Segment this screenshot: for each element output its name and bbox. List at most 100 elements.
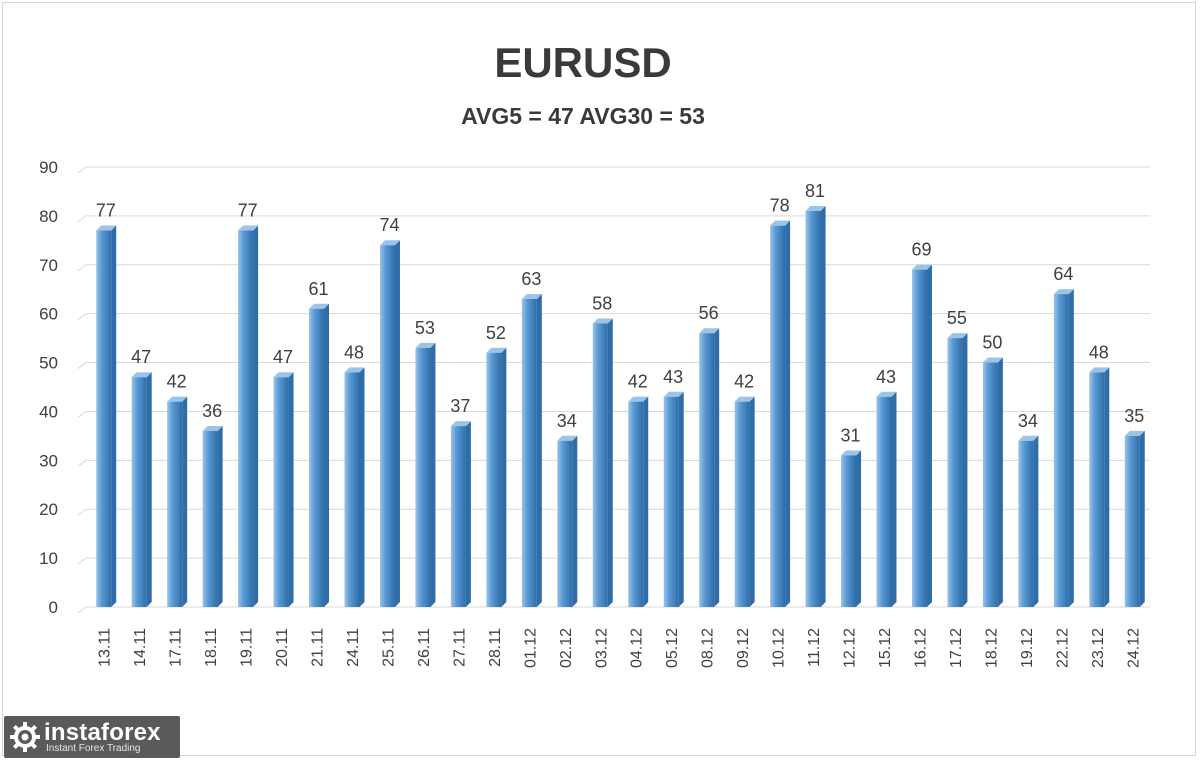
bar	[557, 435, 578, 607]
bar-side	[926, 264, 932, 607]
bar-side	[643, 396, 649, 607]
bar	[734, 396, 755, 607]
gridline-depth	[77, 313, 87, 321]
x-tick-label: 22.12	[1054, 628, 1071, 668]
bar-front	[238, 230, 254, 608]
bar-top	[592, 318, 613, 324]
y-tick-label: 70	[39, 256, 58, 275]
bar-front	[982, 362, 998, 607]
gridline-depth	[77, 362, 87, 369]
bar-side	[962, 333, 968, 607]
data-label: 77	[238, 201, 258, 221]
x-tick-label: 11.12	[806, 628, 823, 667]
bar-top	[699, 328, 720, 334]
bar-side	[714, 328, 720, 607]
y-tick-label: 60	[39, 305, 58, 324]
bar-side	[1068, 289, 1074, 607]
bar	[628, 396, 649, 607]
x-tick-label: 13.11	[97, 628, 114, 667]
bar-front	[557, 440, 573, 607]
bar-side	[182, 396, 188, 607]
bar-side	[1139, 430, 1145, 607]
bar	[841, 450, 862, 607]
bars	[96, 206, 1145, 608]
x-tick-label: 17.11	[168, 628, 185, 667]
chart-subtitle: AVG5 = 47 AVG30 = 53	[461, 103, 705, 129]
bar-top	[876, 391, 897, 397]
bar	[947, 333, 968, 607]
bar-front	[131, 377, 147, 607]
bar-front	[202, 431, 218, 607]
bar-top	[486, 347, 507, 353]
gridline-depth	[77, 459, 87, 467]
bar	[911, 264, 932, 607]
bar-top	[805, 206, 826, 211]
x-tick-label: 04.12	[629, 628, 646, 668]
bar-front	[167, 401, 183, 607]
bar-top	[1053, 289, 1074, 295]
bar-side	[146, 372, 152, 607]
y-tick-label: 80	[39, 207, 58, 226]
data-label: 42	[628, 372, 648, 392]
bar-front	[1089, 372, 1105, 607]
bar-side	[536, 294, 542, 607]
x-tick-label: 24.12	[1125, 628, 1142, 668]
data-label: 42	[167, 372, 187, 392]
bar-top	[344, 367, 365, 373]
x-tick-label: 02.12	[558, 628, 575, 668]
data-label: 81	[805, 181, 825, 201]
bar	[202, 426, 223, 607]
bar-side	[1104, 367, 1110, 607]
bar-top	[770, 220, 791, 226]
bar-side	[430, 342, 436, 607]
gridline-depth	[77, 606, 87, 614]
bar-top	[415, 342, 436, 348]
bar-front	[1053, 294, 1069, 607]
bar-top	[96, 225, 117, 231]
x-tick-label: 14.11	[132, 628, 149, 667]
bar	[770, 220, 791, 607]
bar	[805, 206, 826, 607]
data-label: 37	[450, 396, 470, 416]
data-label: 55	[947, 308, 967, 328]
data-label: 53	[415, 318, 435, 338]
bar-top	[167, 396, 188, 402]
x-tick-label: 10.12	[771, 628, 788, 668]
bar-top	[911, 264, 932, 270]
instaforex-logo: instaforex Instant Forex Trading	[4, 716, 180, 758]
bar-top	[131, 372, 152, 378]
data-label: 78	[770, 196, 790, 216]
bar	[1124, 430, 1145, 607]
gridline-depth	[77, 557, 87, 565]
bar-side	[820, 206, 826, 607]
bar	[876, 391, 897, 607]
data-label: 42	[734, 372, 754, 392]
logo-tagline: Instant Forex Trading	[46, 743, 141, 754]
bar-front	[628, 401, 644, 607]
y-tick-label: 20	[39, 500, 58, 519]
bar	[521, 294, 542, 607]
x-tick-label: 26.11	[416, 628, 433, 667]
bar-top	[1018, 435, 1039, 441]
bar-front	[379, 245, 395, 607]
data-label: 64	[1053, 264, 1073, 284]
data-label: 47	[131, 347, 151, 367]
data-label: 48	[1089, 342, 1109, 362]
chart-title: EURUSD	[494, 39, 672, 86]
x-tick-label: 23.12	[1090, 628, 1107, 668]
y-tick-label: 30	[39, 451, 58, 470]
x-tick-label: 09.12	[735, 628, 752, 668]
bar-side	[607, 318, 613, 607]
data-label: 61	[309, 279, 329, 299]
gridline-depth	[77, 411, 87, 418]
bar-side	[465, 421, 471, 607]
bar-front	[805, 211, 821, 607]
bar-side	[501, 347, 507, 607]
bar	[379, 240, 400, 607]
bar-front	[841, 455, 857, 607]
bar-top	[1124, 430, 1145, 436]
bar	[450, 421, 471, 607]
bar-front	[770, 225, 786, 607]
bar-top	[238, 225, 259, 231]
x-tick-label: 19.11	[239, 628, 256, 667]
